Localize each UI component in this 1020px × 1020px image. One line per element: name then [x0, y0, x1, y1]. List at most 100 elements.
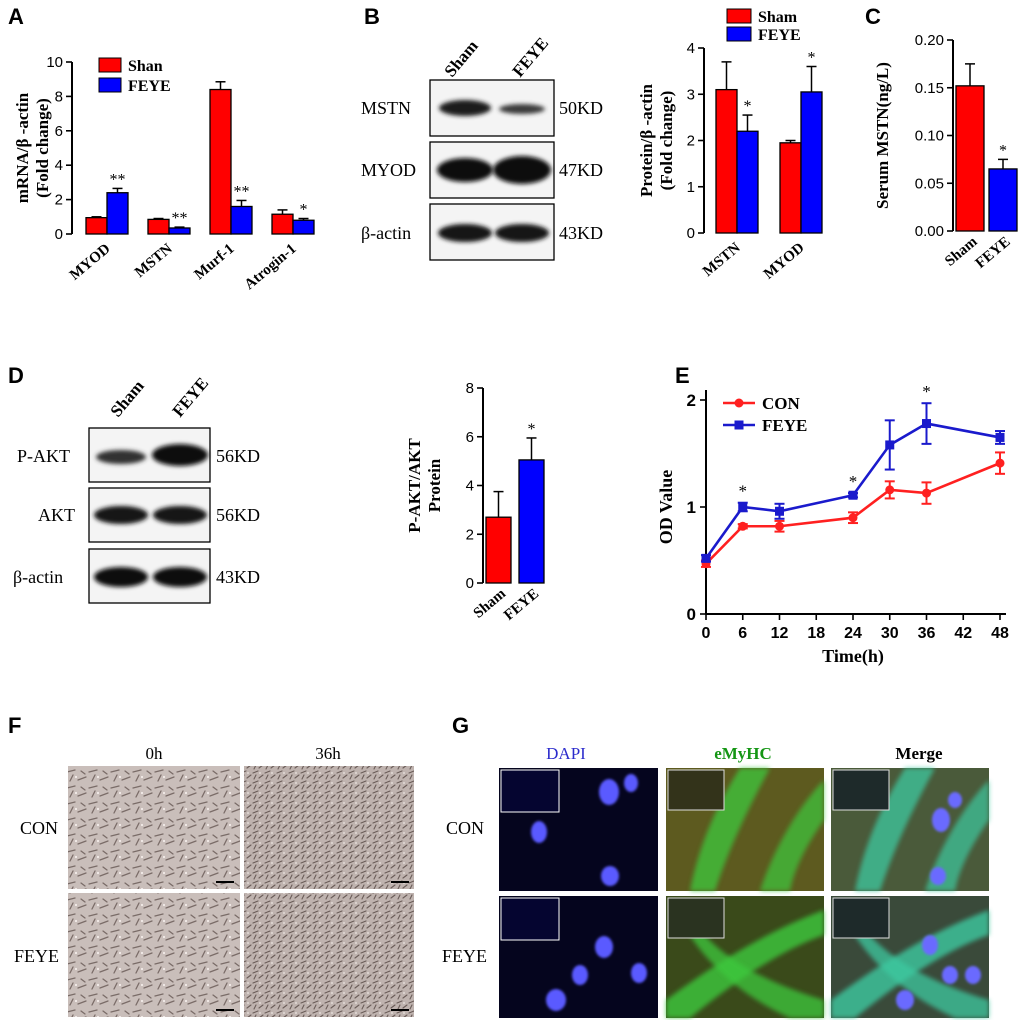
y-tick-label: 1 — [687, 498, 696, 517]
y-axis-label: Serum MSTN(ng/L) — [873, 62, 892, 209]
bar — [271, 213, 294, 235]
fluorescence-grid-g: DAPI eMyHC Merge CON FEYE — [442, 744, 989, 1018]
legend-label-feye: FEYE — [128, 78, 171, 95]
y-axis-label: (Fold change) — [657, 91, 676, 191]
nucleus — [599, 779, 619, 805]
bar — [955, 85, 985, 232]
nucleus — [572, 965, 588, 985]
legend-label-sham: Sham — [758, 9, 798, 26]
panel-letter-g: G — [452, 713, 469, 738]
y-axis-label: OD Value — [656, 470, 676, 545]
blot-d-band-pakt-sham — [96, 450, 146, 464]
x-tick-label: 6 — [738, 625, 747, 642]
significance-mark: * — [808, 50, 816, 67]
blot-b-size-actin: 43KD — [559, 223, 603, 243]
data-point — [995, 458, 1005, 468]
legend-label-shan: Shan — [128, 58, 163, 75]
category-label: MSTN — [132, 241, 176, 281]
data-point — [775, 521, 784, 531]
y-axis-label: (Fold change) — [33, 98, 52, 198]
nucleus — [546, 989, 566, 1011]
legend-label-con: CON — [762, 394, 801, 413]
blot-d-size-pakt: 56KD — [216, 446, 260, 466]
y-tick-label: 4 — [55, 157, 63, 174]
y-tick-label: 0 — [55, 226, 63, 243]
g-row-con: CON — [446, 818, 484, 838]
bar — [230, 205, 253, 235]
myotube-fiber — [925, 780, 989, 891]
x-tick-label: 24 — [844, 625, 862, 642]
y-tick-label: 4 — [466, 478, 474, 495]
panel-letter-d: D — [8, 363, 24, 388]
category-label: MYOD — [67, 241, 114, 284]
legend-swatch-feye — [726, 26, 752, 42]
nucleus — [942, 966, 958, 984]
panel-letter-b: B — [364, 4, 380, 29]
legend-label-feye: FEYE — [762, 416, 807, 435]
blot-b-lane-feye: FEYE — [509, 34, 553, 81]
y-tick-label: 2 — [687, 391, 696, 410]
g-col-emyhc: eMyHC — [714, 744, 772, 763]
y-tick-label: 0 — [687, 605, 696, 624]
y-tick-label: 0.05 — [915, 175, 944, 192]
blot-b-label-actin: β-actin — [361, 223, 411, 243]
merge-feye-inset — [832, 897, 890, 939]
f-col-36h: 36h — [315, 744, 341, 763]
significance-mark: * — [849, 472, 858, 491]
y-tick-label: 1 — [687, 179, 695, 196]
nucleus — [624, 774, 638, 792]
dapi-con-inset — [500, 769, 560, 813]
y-tick-label: 0 — [687, 225, 695, 242]
legend-marker-con — [734, 398, 744, 408]
western-blot-b: Sham FEYE MSTN MYOD β-actin 50KD 47KD 43… — [361, 34, 603, 261]
blot-b-band-actin-feye — [495, 224, 549, 242]
blot-b-label-mstn: MSTN — [361, 98, 411, 118]
legend-marker-feye — [734, 420, 744, 430]
significance-mark: * — [300, 202, 308, 219]
category-label: MYOD — [761, 240, 808, 283]
nucleus — [922, 935, 938, 955]
blot-d-band-actin-feye — [153, 567, 207, 587]
y-tick-label: 8 — [466, 380, 474, 397]
myotube-fiber — [855, 768, 935, 891]
nucleus — [965, 966, 981, 984]
nucleus — [601, 866, 619, 886]
x-tick-label: 42 — [954, 625, 972, 642]
y-tick-label: 6 — [466, 429, 474, 446]
bar — [147, 218, 170, 235]
bar — [518, 459, 545, 584]
data-point — [848, 513, 858, 523]
data-point — [775, 506, 784, 516]
nucleus — [948, 792, 962, 808]
category-label: Sham — [942, 233, 981, 269]
x-axis-label: Time(h) — [822, 646, 884, 667]
myotube-fiber — [840, 900, 989, 1018]
myotube-fiber — [760, 780, 824, 891]
micrograph-con-0h — [68, 766, 240, 889]
category-label: Sham — [471, 585, 510, 621]
x-tick-label: 48 — [991, 625, 1009, 642]
bar — [168, 227, 191, 235]
data-point — [848, 490, 858, 500]
micrograph-grid-f: 0h 36h CON FEYE — [14, 744, 414, 1017]
western-blot-d: Sham FEYE P-AKT AKT β-actin 56KD 56KD 43… — [13, 374, 260, 604]
myotube-fiber — [831, 910, 989, 1018]
blot-b-size-mstn: 50KD — [559, 98, 603, 118]
y-tick-label: 0 — [466, 575, 474, 592]
legend-swatch-shan — [98, 57, 122, 73]
bar — [106, 192, 129, 235]
significance-mark: * — [922, 382, 931, 401]
y-axis-label: mRNA/β -actin — [13, 92, 32, 203]
y-tick-label: 3 — [687, 86, 695, 103]
x-tick-label: 30 — [881, 625, 899, 642]
legend-swatch-feye — [98, 77, 122, 93]
blot-d-label-akt: AKT — [38, 505, 75, 525]
x-tick-label: 36 — [918, 625, 936, 642]
bar — [485, 516, 512, 584]
blot-d-size-akt: 56KD — [216, 505, 260, 525]
blot-b-size-myod: 47KD — [559, 160, 603, 180]
nucleus — [932, 808, 950, 832]
bar — [209, 88, 232, 235]
blot-d-lane-feye: FEYE — [169, 374, 213, 421]
data-point — [885, 440, 895, 450]
